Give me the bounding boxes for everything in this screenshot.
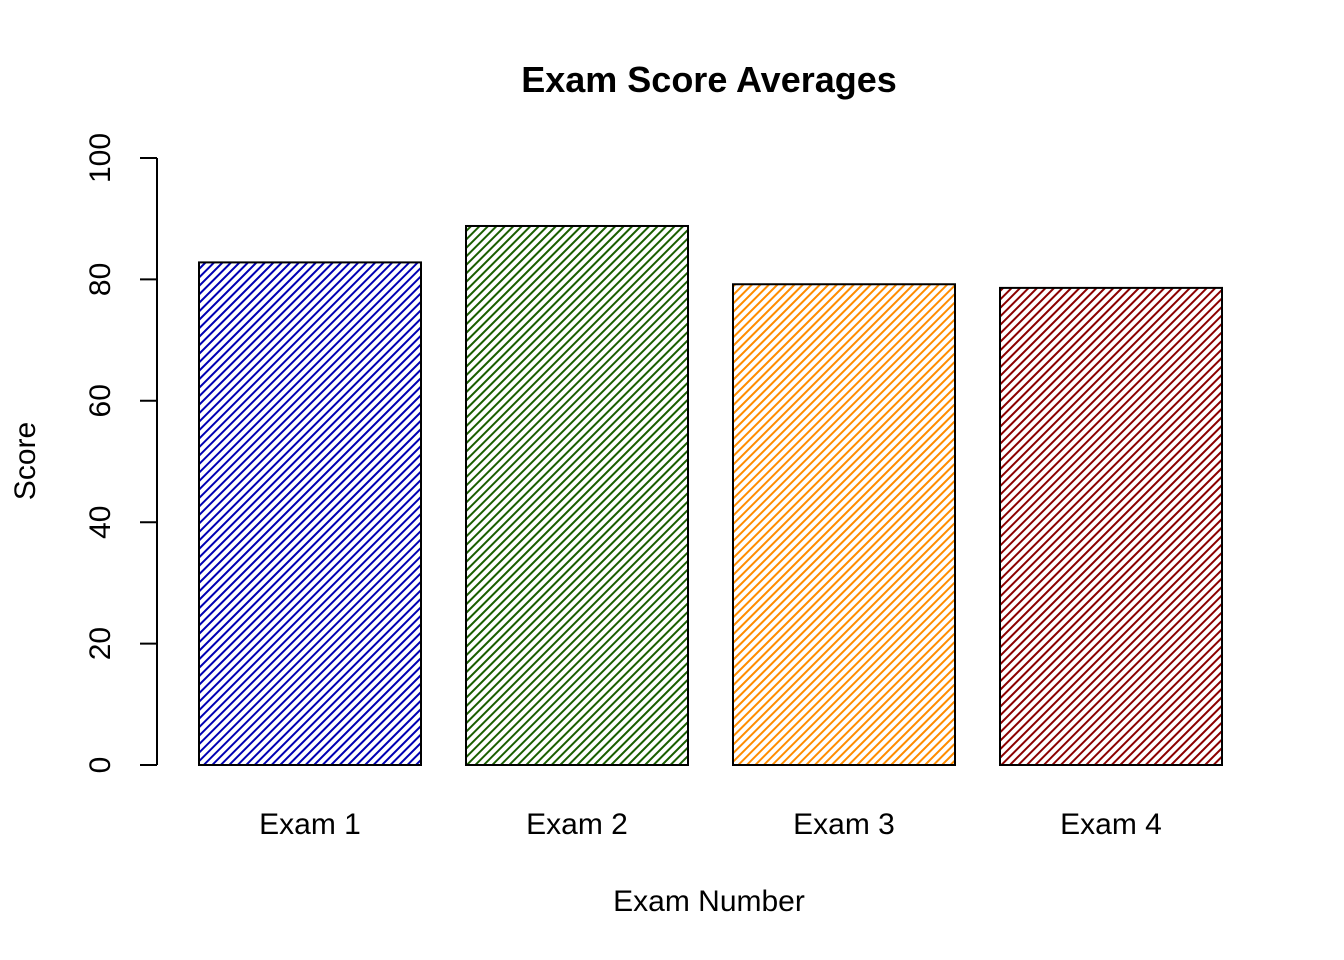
x-axis-label: Exam Number (613, 885, 805, 918)
y-tick-label: 0 (84, 757, 117, 774)
x-tick-label: Exam 4 (1060, 808, 1162, 841)
bar-3 (732, 283, 956, 766)
y-tick-label: 20 (84, 627, 117, 660)
x-tick-label: Exam 3 (793, 808, 895, 841)
y-axis-ticks: 0 20 40 60 80 100 (84, 133, 157, 773)
x-tick-label: Exam 1 (259, 808, 361, 841)
chart-title: Exam Score Averages (521, 59, 897, 100)
x-tick-label: Exam 2 (526, 808, 628, 841)
bar-1 (198, 261, 422, 766)
y-tick-label: 40 (84, 506, 117, 539)
bars (198, 224, 1223, 766)
y-tick-label: 80 (84, 263, 117, 296)
y-tick-label: 100 (84, 133, 117, 183)
y-axis-label: Score (9, 422, 42, 500)
bar-4 (999, 286, 1223, 766)
x-axis-tick-labels: Exam 1 Exam 2 Exam 3 Exam 4 (259, 808, 1162, 841)
y-tick-label: 60 (84, 384, 117, 417)
bar-2 (465, 224, 689, 766)
